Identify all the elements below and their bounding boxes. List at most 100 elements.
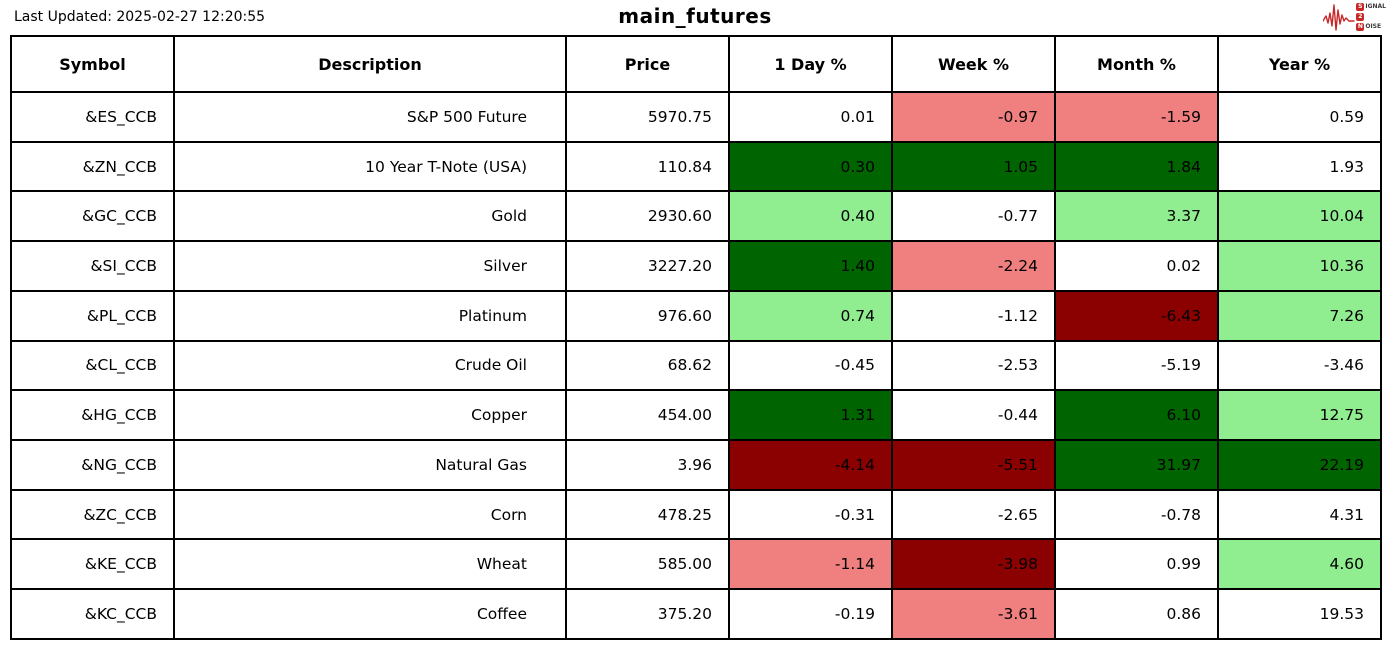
- symbol-cell: &SI_CCB: [10, 240, 175, 292]
- percent-cell: -0.97: [891, 91, 1056, 143]
- description-cell: Corn: [173, 488, 567, 541]
- price-cell: 585.00: [565, 538, 730, 591]
- percent-cell: 0.74: [728, 289, 893, 342]
- percent-cell: -0.19: [728, 588, 893, 640]
- percent-cell: 0.30: [728, 140, 893, 193]
- percent-cell: -3.46: [1217, 339, 1382, 392]
- symbol-cell: &ES_CCB: [10, 91, 175, 143]
- top-bar: Last Updated: 2025-02-27 12:20:55 main_f…: [0, 0, 1390, 35]
- symbol-cell: &KE_CCB: [10, 538, 175, 591]
- table-row: &ZC_CCB Corn 478.25 -0.31 -2.65 -0.78 4.31: [10, 488, 1382, 541]
- price-cell: 3.96: [565, 439, 730, 491]
- table-row: &NG_CCB Natural Gas 3.96 -4.14 -5.51 31.97 22.…: [10, 439, 1382, 491]
- column-header: Price: [565, 35, 730, 93]
- percent-cell: 19.53: [1217, 588, 1382, 640]
- description-cell: Silver: [173, 240, 567, 292]
- percent-cell: -3.98: [891, 538, 1056, 591]
- table-row: &KE_CCB Wheat 585.00 -1.14 -3.98 0.99 4.60: [10, 538, 1382, 591]
- logo-line: 2: [1356, 13, 1386, 22]
- percent-cell: 4.60: [1217, 538, 1382, 591]
- page-title: main_futures: [618, 4, 772, 28]
- futures-table: Symbol Description Price 1 Day % Week % Month…: [10, 35, 1382, 640]
- table-row: &ES_CCB S&P 500 Future 5970.75 0.01 -0.97 -1.…: [10, 91, 1382, 143]
- signal2noise-logo: S IGNAL 2 N OISE: [1323, 2, 1386, 32]
- description-cell: S&P 500 Future: [173, 91, 567, 143]
- logo-rest-text: IGNAL: [1365, 3, 1386, 10]
- percent-cell: 0.40: [728, 190, 893, 243]
- symbol-cell: &KC_CCB: [10, 588, 175, 640]
- percent-cell: -0.78: [1054, 488, 1219, 541]
- price-cell: 976.60: [565, 289, 730, 342]
- price-cell: 454.00: [565, 389, 730, 442]
- waveform-icon: [1323, 4, 1356, 31]
- table-header-row: Symbol Description Price 1 Day % Week % Month…: [10, 35, 1382, 93]
- price-cell: 110.84: [565, 140, 730, 193]
- percent-cell: -6.43: [1054, 289, 1219, 342]
- column-header: Symbol: [10, 35, 175, 93]
- price-cell: 375.20: [565, 588, 730, 640]
- percent-cell: 0.02: [1054, 240, 1219, 292]
- description-cell: 10 Year T-Note (USA): [173, 140, 567, 193]
- price-cell: 3227.20: [565, 240, 730, 292]
- description-cell: Wheat: [173, 538, 567, 591]
- percent-cell: 22.19: [1217, 439, 1382, 491]
- percent-cell: 12.75: [1217, 389, 1382, 442]
- logo-line: N OISE: [1356, 23, 1386, 32]
- table-row: &SI_CCB Silver 3227.20 1.40 -2.24 0.02 10.36: [10, 240, 1382, 292]
- percent-cell: 0.01: [728, 91, 893, 143]
- percent-cell: -0.44: [891, 389, 1056, 442]
- price-cell: 478.25: [565, 488, 730, 541]
- logo-rest-text: OISE: [1365, 23, 1382, 30]
- price-cell: 5970.75: [565, 91, 730, 143]
- percent-cell: -4.14: [728, 439, 893, 491]
- percent-cell: 0.86: [1054, 588, 1219, 640]
- percent-cell: -2.24: [891, 240, 1056, 292]
- percent-cell: -3.61: [891, 588, 1056, 640]
- percent-cell: 31.97: [1054, 439, 1219, 491]
- percent-cell: -2.53: [891, 339, 1056, 392]
- percent-cell: 7.26: [1217, 289, 1382, 342]
- description-cell: Platinum: [173, 289, 567, 342]
- percent-cell: 1.31: [728, 389, 893, 442]
- logo-badge: N: [1356, 23, 1365, 31]
- table-row: &ZN_CCB 10 Year T-Note (USA) 110.84 0.30 1.0…: [10, 140, 1382, 193]
- table-row: &KC_CCB Coffee 375.20 -0.19 -3.61 0.86 19.53: [10, 588, 1382, 640]
- description-cell: Copper: [173, 389, 567, 442]
- symbol-cell: &HG_CCB: [10, 389, 175, 442]
- description-cell: Natural Gas: [173, 439, 567, 491]
- percent-cell: 4.31: [1217, 488, 1382, 541]
- table-row: &HG_CCB Copper 454.00 1.31 -0.44 6.10 12.75: [10, 389, 1382, 442]
- percent-cell: 1.40: [728, 240, 893, 292]
- percent-cell: 10.04: [1217, 190, 1382, 243]
- price-cell: 2930.60: [565, 190, 730, 243]
- percent-cell: -0.31: [728, 488, 893, 541]
- percent-cell: 1.84: [1054, 140, 1219, 193]
- last-updated-text: Last Updated: 2025-02-27 12:20:55: [14, 9, 266, 25]
- symbol-cell: &ZC_CCB: [10, 488, 175, 541]
- description-cell: Gold: [173, 190, 567, 243]
- logo-badge: 2: [1356, 13, 1365, 21]
- percent-cell: -5.19: [1054, 339, 1219, 392]
- percent-cell: 6.10: [1054, 389, 1219, 442]
- logo-line: S IGNAL: [1356, 3, 1386, 12]
- price-cell: 68.62: [565, 339, 730, 392]
- description-cell: Crude Oil: [173, 339, 567, 392]
- percent-cell: -5.51: [891, 439, 1056, 491]
- symbol-cell: &PL_CCB: [10, 289, 175, 342]
- logo-text: S IGNAL 2 N OISE: [1356, 3, 1386, 32]
- percent-cell: 1.05: [891, 140, 1056, 193]
- percent-cell: -2.65: [891, 488, 1056, 541]
- percent-cell: -1.59: [1054, 91, 1219, 143]
- symbol-cell: &NG_CCB: [10, 439, 175, 491]
- percent-cell: -0.77: [891, 190, 1056, 243]
- symbol-cell: &GC_CCB: [10, 190, 175, 243]
- table-row: &GC_CCB Gold 2930.60 0.40 -0.77 3.37 10.04: [10, 190, 1382, 243]
- percent-cell: 3.37: [1054, 190, 1219, 243]
- description-cell: Coffee: [173, 588, 567, 640]
- percent-cell: 10.36: [1217, 240, 1382, 292]
- percent-cell: -0.45: [728, 339, 893, 392]
- percent-cell: 1.93: [1217, 140, 1382, 193]
- percent-cell: -1.14: [728, 538, 893, 591]
- percent-cell: -1.12: [891, 289, 1056, 342]
